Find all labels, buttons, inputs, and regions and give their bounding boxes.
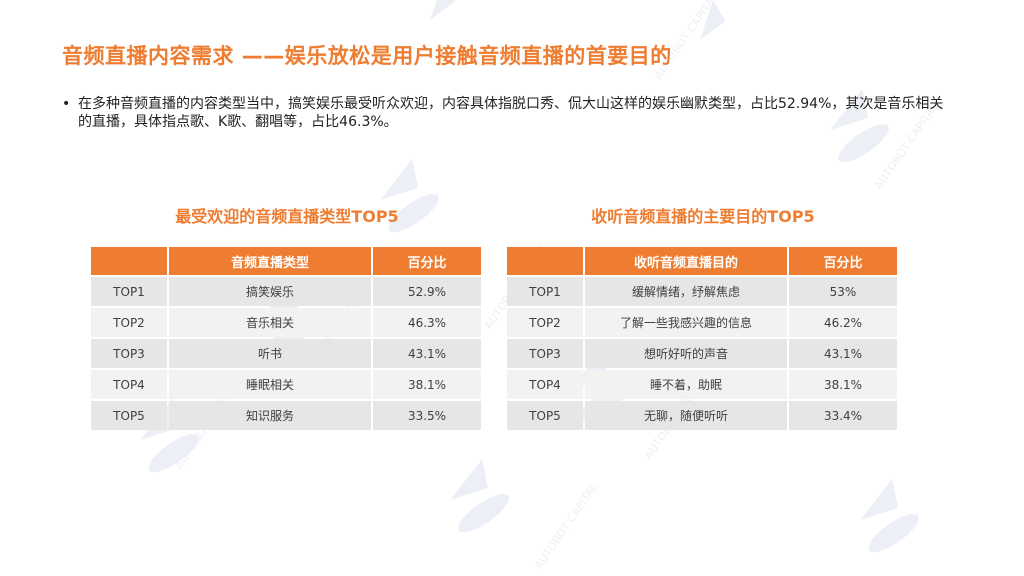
listening-purpose-table: 收听音频直播目的 百分比 TOP1 缓解情绪，纾解焦虑 53% TOP2 了解一… — [505, 245, 899, 432]
table-right-title: 收听音频直播的主要目的TOP5 — [591, 207, 815, 226]
table-row: TOP5 无聊，随便听听 33.4% — [507, 401, 897, 430]
type-cell: 音乐相关 — [169, 308, 371, 337]
table-left-title: 最受欢迎的音频直播类型TOP5 — [175, 207, 399, 226]
rank-cell: TOP2 — [507, 308, 583, 337]
rank-cell: TOP1 — [507, 277, 583, 306]
type-cell: 搞笑娱乐 — [169, 277, 371, 306]
type-cell: 知识服务 — [169, 401, 371, 430]
page-title: 音频直播内容需求 ——娱乐放松是用户接触音频直播的首要目的 — [62, 44, 672, 68]
table-row: TOP5 知识服务 33.5% — [91, 401, 481, 430]
table-row: TOP3 想听好听的声音 43.1% — [507, 339, 897, 368]
percent-cell: 33.5% — [373, 401, 481, 430]
percent-cell: 53% — [789, 277, 897, 306]
table-row: TOP2 音乐相关 46.3% — [91, 308, 481, 337]
purpose-cell: 无聊，随便听听 — [585, 401, 787, 430]
purpose-cell: 睡不着，助眠 — [585, 370, 787, 399]
table-row: TOP2 了解一些我感兴趣的信息 46.2% — [507, 308, 897, 337]
bullet-paragraph: • 在多种音频直播的内容类型当中，搞笑娱乐最受听众欢迎，内容具体指脱口秀、侃大山… — [62, 95, 952, 131]
percent-cell: 43.1% — [373, 339, 481, 368]
header-type: 音频直播类型 — [169, 247, 371, 275]
percent-cell: 46.3% — [373, 308, 481, 337]
popular-types-table: 音频直播类型 百分比 TOP1 搞笑娱乐 52.9% TOP2 音乐相关 46.… — [89, 245, 483, 432]
rank-cell: TOP4 — [507, 370, 583, 399]
percent-cell: 38.1% — [373, 370, 481, 399]
purpose-cell: 缓解情绪，纾解焦虑 — [585, 277, 787, 306]
table-row: TOP1 搞笑娱乐 52.9% — [91, 277, 481, 306]
purpose-cell: 想听好听的声音 — [585, 339, 787, 368]
header-percent: 百分比 — [373, 247, 481, 275]
type-cell: 听书 — [169, 339, 371, 368]
table-row: TOP1 缓解情绪，纾解焦虑 53% — [507, 277, 897, 306]
bullet-marker: • — [62, 96, 71, 112]
rank-cell: TOP4 — [91, 370, 167, 399]
header-rank — [507, 247, 583, 275]
rank-cell: TOP2 — [91, 308, 167, 337]
percent-cell: 46.2% — [789, 308, 897, 337]
header-rank — [91, 247, 167, 275]
table-row: TOP3 听书 43.1% — [91, 339, 481, 368]
header-percent: 百分比 — [789, 247, 897, 275]
bullet-text: 在多种音频直播的内容类型当中，搞笑娱乐最受听众欢迎，内容具体指脱口秀、侃大山这样… — [78, 96, 944, 130]
rank-cell: TOP3 — [91, 339, 167, 368]
purpose-cell: 了解一些我感兴趣的信息 — [585, 308, 787, 337]
rank-cell: TOP3 — [507, 339, 583, 368]
table-header-row: 收听音频直播目的 百分比 — [507, 247, 897, 275]
table-header-row: 音频直播类型 百分比 — [91, 247, 481, 275]
percent-cell: 52.9% — [373, 277, 481, 306]
rank-cell: TOP1 — [91, 277, 167, 306]
table-row: TOP4 睡不着，助眠 38.1% — [507, 370, 897, 399]
percent-cell: 33.4% — [789, 401, 897, 430]
table-row: TOP4 睡眠相关 38.1% — [91, 370, 481, 399]
popular-types-table-block: 最受欢迎的音频直播类型TOP5 音频直播类型 百分比 TOP1 搞笑娱乐 52.… — [91, 205, 483, 432]
percent-cell: 43.1% — [789, 339, 897, 368]
rank-cell: TOP5 — [507, 401, 583, 430]
percent-cell: 38.1% — [789, 370, 897, 399]
watermark-text: AUTOBOT CAPITAL — [532, 480, 602, 572]
rank-cell: TOP5 — [91, 401, 167, 430]
listening-purpose-table-block: 收听音频直播的主要目的TOP5 收听音频直播目的 百分比 TOP1 缓解情绪，纾… — [507, 205, 899, 432]
header-purpose: 收听音频直播目的 — [585, 247, 787, 275]
type-cell: 睡眠相关 — [169, 370, 371, 399]
